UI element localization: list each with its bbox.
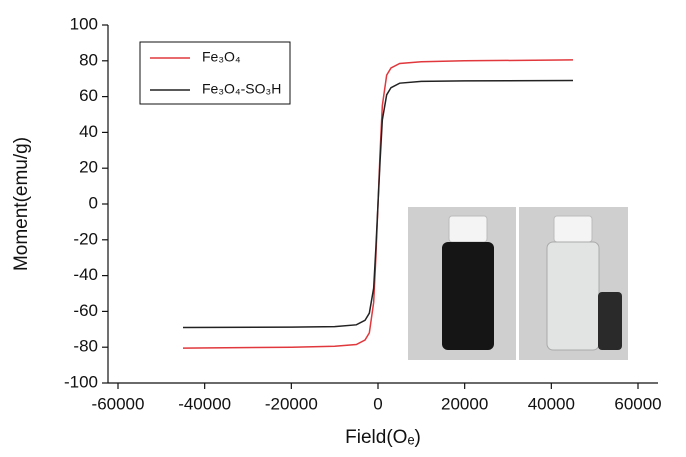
chart: Moment(emu/g) Field(Oₑ) -100 -80 -60 -40 -20… [0, 0, 686, 452]
y-tick-label: 20 [79, 158, 98, 177]
magnet [598, 292, 622, 350]
legend-label: Fe₃O₄ [202, 49, 241, 65]
x-tick-label: 0 [373, 394, 382, 413]
x-tick-label: 60000 [614, 394, 661, 413]
legend-label: Fe₃O₄-SO₃H [202, 81, 281, 97]
x-tick-label: 40000 [528, 394, 575, 413]
x-tick-label: -40000 [178, 394, 231, 413]
y-tick-label: 100 [70, 14, 98, 33]
y-tick-label: -80 [73, 337, 98, 356]
vial-cap [449, 216, 487, 242]
x-axis-label: Field(Oₑ) [345, 427, 421, 448]
x-tick-label: -60000 [92, 394, 145, 413]
y-tick-label: 80 [79, 50, 98, 69]
y-tick-label: 0 [89, 193, 98, 212]
x-tick-label: 20000 [441, 394, 488, 413]
photo-divider [516, 207, 519, 360]
vial-dark [442, 242, 494, 350]
y-axis-label: Moment(emu/g) [11, 137, 32, 271]
vial-clear [547, 242, 599, 350]
y-tick-label: 40 [79, 122, 98, 141]
inset-photo [408, 207, 628, 360]
y-tick-label: -60 [73, 301, 98, 320]
y-tick-label: -40 [73, 265, 98, 284]
y-tick-label: 60 [79, 86, 98, 105]
y-tick-label: -100 [64, 372, 98, 391]
y-tick-label: -20 [73, 229, 98, 248]
x-tick-label: -20000 [265, 394, 318, 413]
vial-cap [554, 216, 592, 242]
